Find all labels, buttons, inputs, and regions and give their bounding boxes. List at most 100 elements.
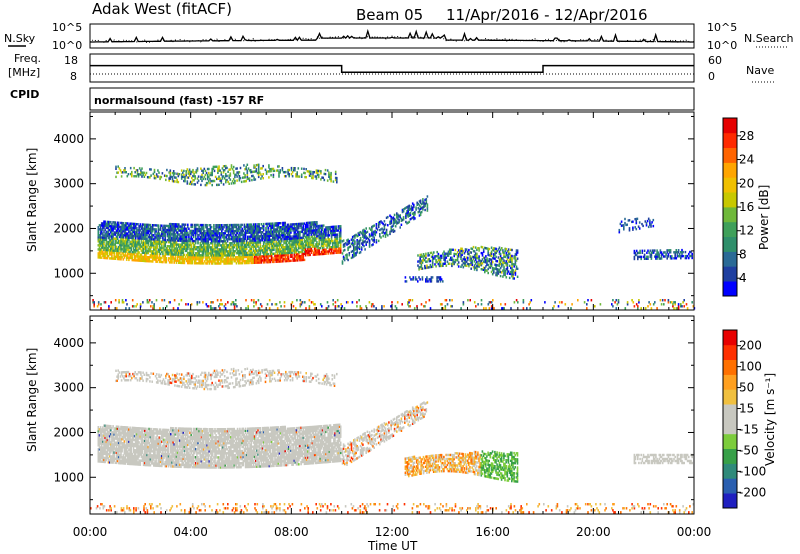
power-cell [334, 239, 336, 242]
power-cell [266, 246, 268, 250]
power-cell [283, 241, 285, 245]
power-cell [153, 250, 155, 253]
power-cell [245, 299, 247, 302]
power-cell [309, 227, 311, 230]
power-cell [225, 250, 228, 253]
power-cell [294, 233, 297, 236]
power-cell [468, 263, 470, 266]
power-cell [217, 258, 220, 261]
power-cell [179, 251, 181, 254]
power-cell [252, 231, 255, 234]
power-cell [336, 249, 339, 252]
power-cell [198, 258, 200, 261]
power-cell [140, 239, 143, 242]
power-cell [286, 223, 289, 226]
power-cell [373, 240, 375, 243]
power-cell [457, 265, 460, 268]
power-cell [115, 225, 118, 228]
power-cell [278, 240, 281, 243]
power-cell [304, 244, 307, 247]
power-cell [191, 239, 194, 243]
power-cell [202, 169, 204, 173]
power-cell [244, 225, 247, 228]
power-cell [514, 273, 517, 276]
power-cell [248, 179, 251, 182]
power-cell [206, 248, 208, 251]
power-cell [284, 227, 286, 231]
power-cell [427, 280, 429, 283]
power-cell [202, 230, 205, 233]
power-cell [234, 237, 237, 241]
power-cell [108, 220, 111, 224]
power-cell [97, 226, 100, 229]
power-cell [201, 179, 203, 183]
power-cell [379, 228, 381, 232]
power-cell [268, 307, 271, 310]
power-cell [666, 255, 668, 258]
power-cell [218, 240, 221, 243]
power-cell [249, 229, 251, 232]
power-cell [150, 236, 153, 239]
power-cell [139, 245, 142, 248]
power-cell [498, 246, 501, 249]
power-cell [258, 249, 260, 252]
power-cell [140, 171, 142, 174]
power-cell [261, 259, 264, 262]
power-cell [275, 224, 277, 227]
power-cell [411, 278, 413, 281]
power-cell [240, 231, 242, 235]
power-cell [320, 240, 323, 244]
power-cell [193, 227, 196, 231]
power-cell [305, 250, 308, 253]
power-cell [200, 260, 203, 263]
power-cell [124, 246, 127, 249]
power-cell [178, 303, 180, 306]
power-cell [356, 239, 358, 242]
power-cell [266, 240, 268, 244]
power-cell [120, 244, 122, 247]
power-cell [221, 248, 223, 251]
power-cell [240, 225, 242, 229]
power-cell [489, 258, 492, 261]
power-cell [275, 248, 277, 251]
power-cell [281, 230, 283, 233]
power-cell [156, 246, 158, 249]
power-cell [261, 167, 263, 170]
power-cell [134, 235, 137, 238]
power-cell [131, 234, 134, 238]
power-cell [156, 232, 158, 235]
power-cell [231, 238, 233, 241]
power-cell [225, 244, 228, 247]
power-cell [162, 246, 164, 250]
power-cell [226, 260, 229, 263]
power-cell [294, 169, 296, 172]
power-cell [156, 236, 158, 239]
power-cell [241, 237, 243, 241]
power-cell [244, 251, 247, 255]
power-cell [301, 226, 303, 229]
power-cell [365, 235, 367, 238]
power-cell [233, 229, 235, 233]
power-cell [202, 242, 205, 245]
power-cell [125, 246, 128, 249]
power-cell [110, 243, 112, 246]
power-cell [124, 252, 127, 255]
power-cell [470, 257, 472, 260]
power-cell [141, 249, 144, 252]
power-cell [190, 262, 192, 265]
power-cell [296, 232, 299, 236]
power-cell [335, 225, 337, 228]
power-cell [170, 229, 172, 232]
power-cell [163, 299, 166, 302]
power-cell [198, 256, 200, 259]
power-cell [192, 229, 195, 233]
power-cell [632, 220, 634, 223]
power-cell [108, 228, 111, 232]
power-cell [121, 231, 123, 235]
power-cell [185, 303, 187, 306]
power-cell [141, 223, 144, 226]
power-cell [238, 245, 240, 249]
power-cell [241, 223, 243, 227]
power-cell [310, 239, 313, 242]
power-cell [123, 244, 126, 247]
